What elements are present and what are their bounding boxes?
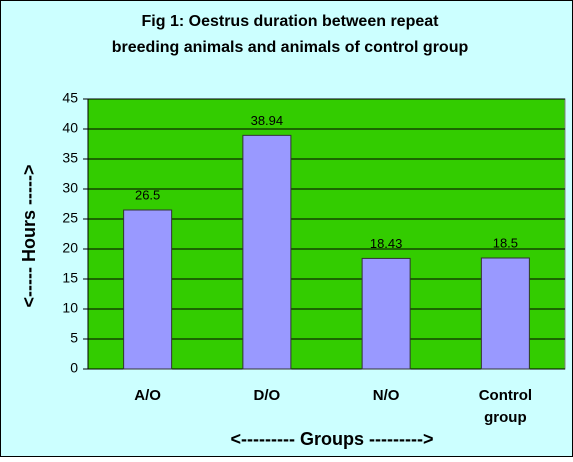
x-tick-label-box: A/O [134, 387, 161, 404]
y-tick-label: 30 [62, 180, 78, 196]
bar [361, 257, 411, 370]
y-tick-label: 35 [62, 150, 78, 166]
x-tick-label: N/O [372, 387, 400, 404]
x-tick-label: D/O [253, 387, 281, 404]
y-tick-label: 10 [62, 300, 78, 316]
data-label: 38.94 [251, 113, 284, 128]
x-tick-label-box: N/O [372, 387, 400, 404]
y-tick-label: 25 [62, 210, 78, 226]
chart-title: Fig 1: Oestrus duration between repeat [142, 13, 440, 30]
y-tick-label: 5 [70, 330, 78, 346]
y-tick-label: 0 [70, 360, 78, 376]
chart-title: breeding animals and animals of control … [112, 39, 469, 56]
bar [123, 209, 173, 370]
y-axis-label: <----- Hours -----> [19, 165, 39, 308]
data-label: 18.5 [493, 235, 518, 250]
y-tick-label: 20 [62, 240, 78, 256]
x-tick-label-box: D/O [253, 387, 281, 404]
y-tick-label: 40 [62, 120, 78, 136]
data-label: 26.5 [135, 187, 160, 202]
x-tick-label-box: Control group [478, 387, 533, 426]
y-tick-label: 15 [62, 270, 78, 286]
x-tick-label: A/O [134, 387, 161, 404]
data-label: 18.43 [370, 236, 403, 251]
bar [242, 134, 292, 370]
y-tick-label: 45 [62, 90, 78, 106]
x-tick-label: Control group [478, 387, 533, 426]
x-axis-label: <--------- Groups ---------> [231, 429, 434, 449]
bar [480, 257, 530, 370]
